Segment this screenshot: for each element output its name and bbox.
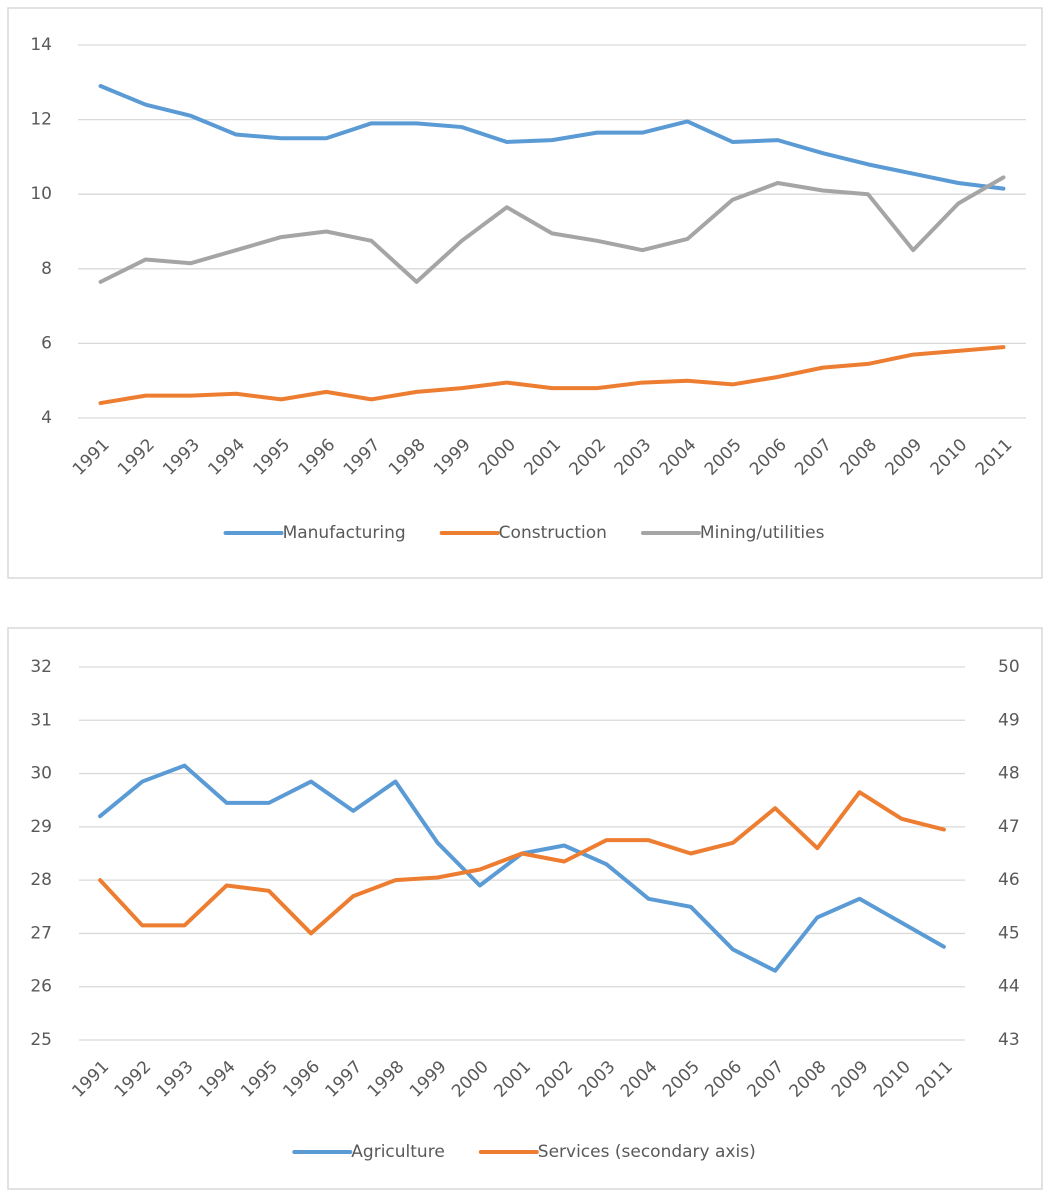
y-tick-label: 31 [30,710,52,730]
y2-tick-label: 49 [998,710,1020,730]
legend: Manufacturing Construction Mining/utilitie… [223,523,825,543]
series-line [98,790,946,936]
y2-tick-label: 50 [998,657,1020,677]
y-tick-label: 14 [30,35,52,55]
y-tick-label: 8 [41,259,52,279]
chart-frame [7,627,1043,1190]
series-line [98,345,1006,406]
series-line [98,175,1006,284]
y-tick-label: 27 [30,923,52,943]
y2-tick-label: 48 [998,764,1020,784]
y-tick-label: 30 [30,764,52,784]
legend: Agriculture Services (secondary axis) [292,1142,756,1162]
y-tick-label: 32 [30,657,52,677]
y-tick-label: 29 [30,817,52,837]
y2-tick-label: 47 [998,817,1020,837]
legend-label: Services (secondary axis) [538,1142,756,1162]
y-tick-label: 10 [30,184,52,204]
y2-tick-label: 45 [998,923,1020,943]
y-tick-label: 4 [41,408,52,428]
y-tick-label: 26 [30,977,52,997]
legend-label: Agriculture [351,1142,445,1162]
y2-tick-label: 43 [998,1030,1020,1050]
legend-label: Mining/utilities [700,523,825,543]
y-tick-label: 12 [30,110,52,130]
y2-tick-label: 44 [998,977,1020,997]
chart-frame [7,7,1043,579]
y-tick-label: 28 [30,870,52,890]
legend-label: Construction [499,523,607,543]
y2-tick-label: 46 [998,870,1020,890]
y-tick-label: 6 [41,333,52,353]
series-line [98,84,1006,191]
y-tick-label: 25 [30,1030,52,1050]
legend-label: Manufacturing [283,523,406,543]
